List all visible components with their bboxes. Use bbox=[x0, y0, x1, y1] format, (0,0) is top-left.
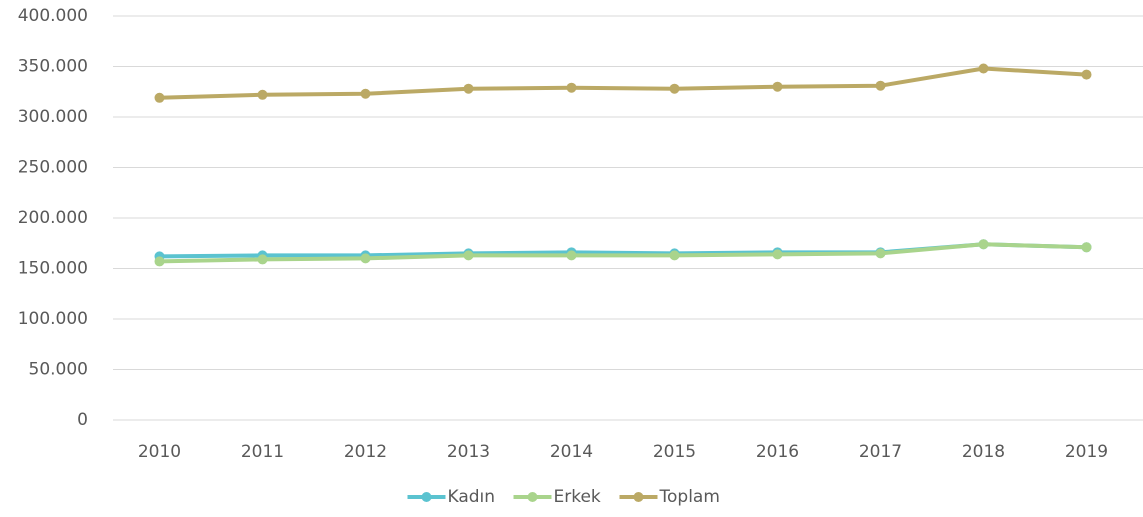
y-tick-label: 0 bbox=[77, 410, 88, 430]
y-tick-label: 250.000 bbox=[18, 158, 88, 178]
data-point bbox=[875, 248, 886, 259]
data-point bbox=[360, 253, 371, 264]
data-point bbox=[875, 80, 886, 91]
data-point bbox=[463, 83, 474, 94]
y-tick-label: 50.000 bbox=[29, 360, 88, 380]
x-tick-label: 2013 bbox=[447, 442, 490, 462]
data-point bbox=[463, 250, 474, 261]
data-point bbox=[257, 254, 268, 265]
legend-marker bbox=[633, 492, 644, 502]
y-tick-label: 300.000 bbox=[18, 107, 88, 127]
series-line bbox=[159, 242, 1087, 264]
data-point bbox=[669, 250, 680, 261]
data-point bbox=[566, 82, 577, 93]
x-tick-label: 2015 bbox=[653, 442, 696, 462]
x-tick-label: 2017 bbox=[859, 442, 902, 462]
data-point bbox=[154, 256, 165, 267]
data-point bbox=[1081, 69, 1092, 80]
data-point bbox=[772, 249, 783, 260]
y-tick-label: 400.000 bbox=[18, 6, 88, 26]
y-tick-label: 150.000 bbox=[18, 259, 88, 279]
x-tick-label: 2014 bbox=[550, 442, 593, 462]
legend-marker bbox=[421, 492, 432, 502]
data-point bbox=[360, 88, 371, 99]
data-point bbox=[978, 239, 989, 250]
legend-marker bbox=[527, 492, 538, 502]
y-tick-label: 200.000 bbox=[18, 208, 88, 228]
x-tick-label: 2012 bbox=[344, 442, 387, 462]
legend-label: Kadın bbox=[448, 487, 496, 507]
data-point bbox=[1081, 242, 1092, 253]
x-tick-label: 2011 bbox=[241, 442, 284, 462]
data-point bbox=[669, 83, 680, 94]
x-tick-label: 2018 bbox=[962, 442, 1005, 462]
data-point bbox=[257, 89, 268, 100]
y-tick-label: 100.000 bbox=[18, 309, 88, 329]
x-tick-label: 2016 bbox=[756, 442, 799, 462]
data-point bbox=[154, 92, 165, 103]
series-line bbox=[159, 66, 1087, 100]
x-tick-label: 2010 bbox=[138, 442, 181, 462]
data-point bbox=[978, 63, 989, 74]
legend-label: Toplam bbox=[659, 487, 720, 507]
legend-label: Erkek bbox=[554, 487, 601, 507]
x-tick-label: 2019 bbox=[1065, 442, 1108, 462]
y-tick-label: 350.000 bbox=[18, 57, 88, 77]
data-point bbox=[566, 250, 577, 261]
data-point bbox=[772, 81, 783, 92]
